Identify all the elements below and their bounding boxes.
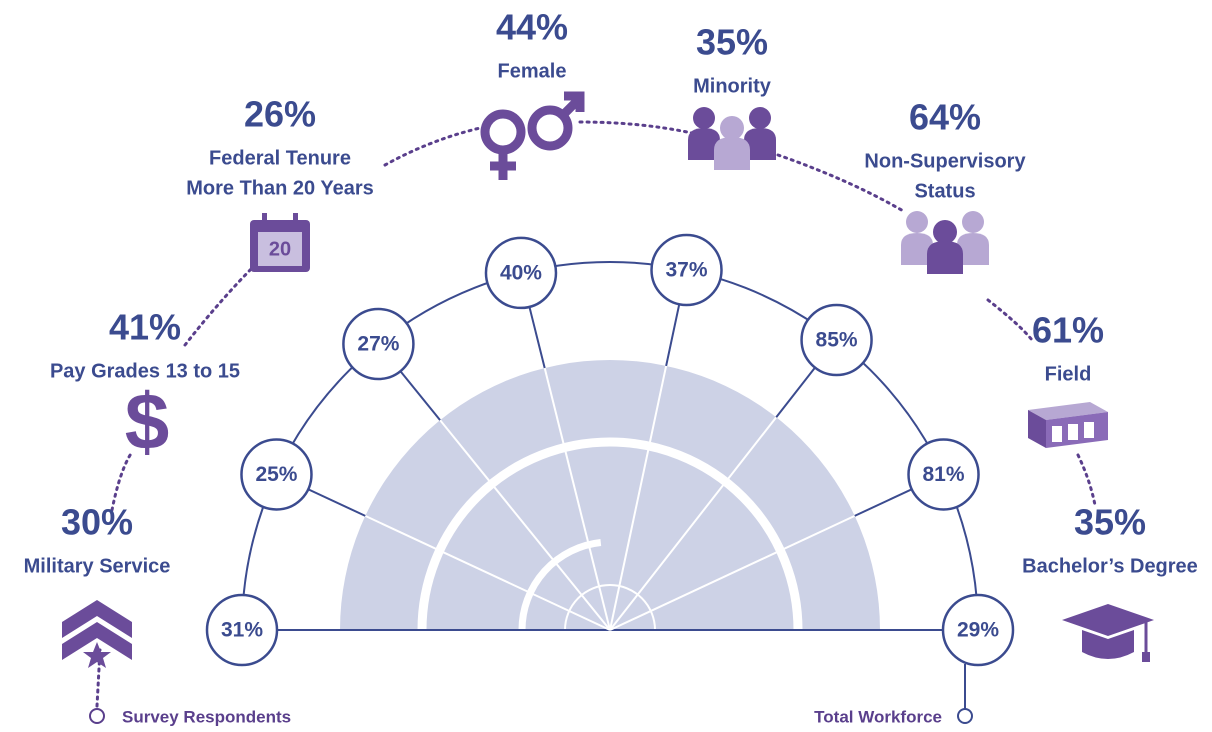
respondent-value: 26% <box>244 94 316 135</box>
respondent-value: 35% <box>696 22 768 63</box>
building-icon <box>1028 402 1108 448</box>
graduation-icon <box>1062 604 1154 662</box>
inner-arc <box>417 437 803 631</box>
workforce-value: 31% <box>221 619 263 642</box>
inner-arc <box>518 539 602 631</box>
respondent-label: Minority <box>693 75 772 97</box>
dollar-icon: $ <box>125 377 170 466</box>
respondent-label: Pay Grades 13 to 15 <box>50 360 240 382</box>
value-circle <box>240 438 313 511</box>
respondent-value: 35% <box>1074 502 1146 543</box>
respondent-label: Bachelor’s Degree <box>1022 555 1198 577</box>
respondent-label: Federal Tenure <box>209 147 351 169</box>
spoke <box>439 419 611 631</box>
workforce-value: 37% <box>665 259 707 282</box>
respondent-label: Non-Supervisory <box>864 150 1026 172</box>
workforce-value: 40% <box>500 261 542 284</box>
value-circle <box>800 303 873 377</box>
value-circle <box>484 236 558 310</box>
value-circle <box>650 233 723 307</box>
fill-area <box>340 360 880 630</box>
respondent-label: More Than 20 Years <box>186 177 374 199</box>
respondent-label: Field <box>1045 363 1092 385</box>
respondent-value: 61% <box>1032 310 1104 351</box>
respondent-value: 64% <box>909 97 981 138</box>
spoke <box>609 416 778 631</box>
value-circle <box>342 307 415 381</box>
workforce-value: 29% <box>957 619 999 642</box>
military-icon <box>62 600 132 668</box>
end-dot <box>957 708 973 724</box>
respondent-value: 44% <box>496 7 568 48</box>
footer-label: Total Workforce <box>814 707 942 726</box>
connector <box>95 120 1097 708</box>
value-circle <box>205 593 279 667</box>
calendar-icon: 20 <box>250 213 310 272</box>
footer-label: Survey Respondents <box>122 707 291 726</box>
people-icon <box>901 211 989 274</box>
workforce-value: 25% <box>255 463 297 486</box>
respondent-label: Military Service <box>24 555 171 577</box>
workforce-value: 85% <box>816 329 858 352</box>
spoke <box>609 365 668 631</box>
respondent-label: Status <box>914 180 975 202</box>
gender-icon <box>480 91 585 180</box>
spoke <box>609 514 856 631</box>
spoke <box>364 514 611 631</box>
start-dot <box>89 708 105 724</box>
spoke <box>543 367 611 631</box>
people-icon <box>688 107 776 170</box>
respondent-label: Female <box>498 60 567 82</box>
workforce-value: 81% <box>923 463 965 486</box>
value-circle <box>941 593 1015 667</box>
workforce-value: 27% <box>357 333 399 356</box>
respondent-value: 41% <box>109 307 181 348</box>
value-circle <box>907 438 980 511</box>
respondent-value: 30% <box>61 502 133 543</box>
calendar-text: 20 <box>269 238 291 260</box>
